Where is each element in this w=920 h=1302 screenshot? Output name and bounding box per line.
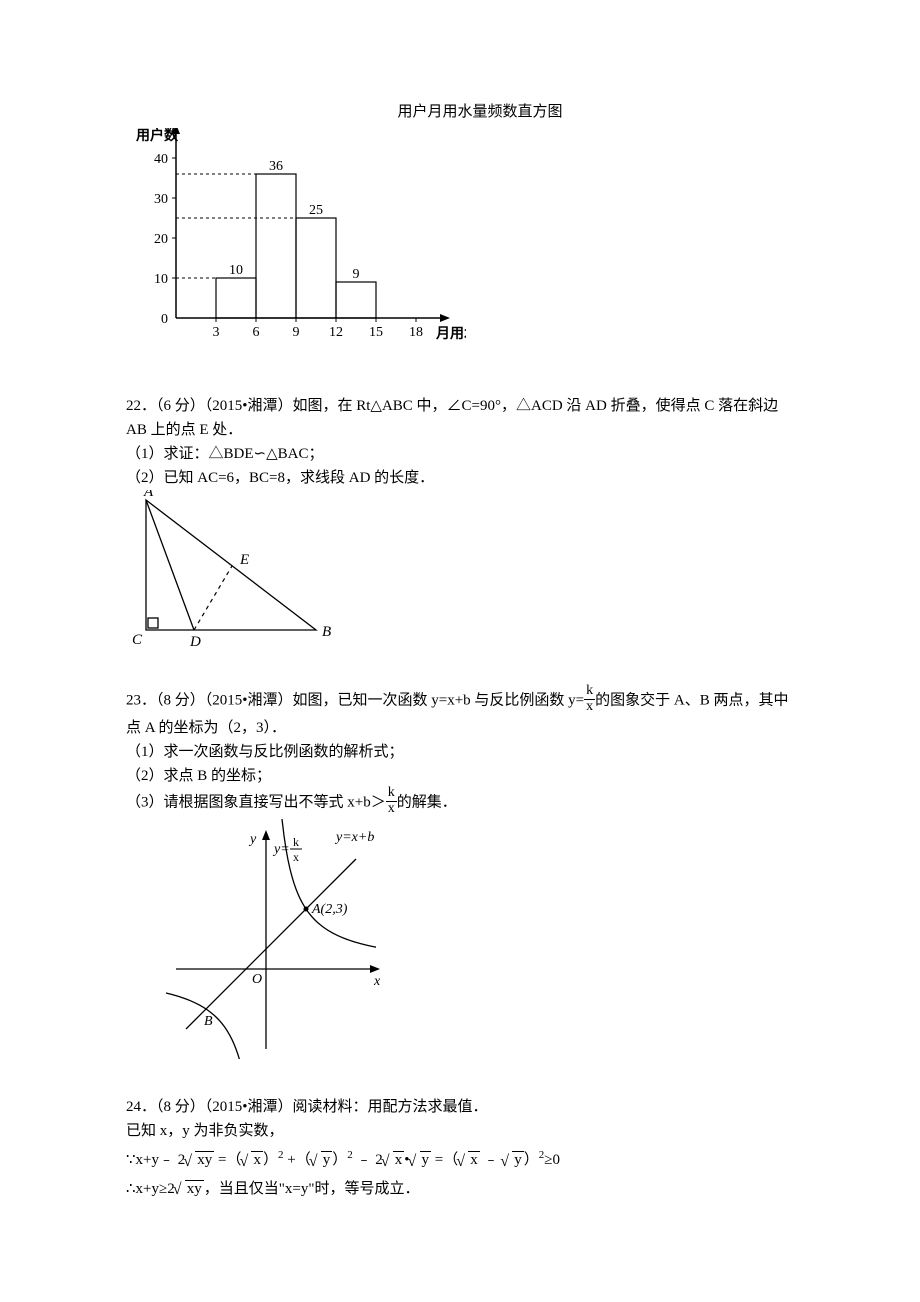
svg-text:10: 10 (229, 263, 243, 278)
svg-text:3: 3 (213, 325, 220, 340)
svg-text:15: 15 (369, 325, 383, 340)
svg-text:E: E (239, 552, 249, 568)
svg-text:30: 30 (154, 192, 168, 207)
svg-text:0: 0 (161, 312, 168, 327)
q22-diagram: A B C D E (126, 490, 336, 650)
svg-text:y=: y= (272, 842, 290, 857)
q23: 23．（8 分）（2015•湘潭）如图，已知一次函数 y=x+b 与反比例函数 … (126, 686, 794, 1059)
svg-text:A: A (143, 490, 154, 500)
svg-text:6: 6 (253, 325, 260, 340)
svg-text:18: 18 (409, 325, 423, 340)
histogram-block: 用户月用水量频数直方图 用户数0102030403691215181036259… (126, 100, 794, 358)
svg-text:20: 20 (154, 232, 168, 247)
q23-line3-pre: （3）请根据图象直接写出不等式 x+b＞ (126, 795, 386, 811)
q22-header: 22．（6 分）（2015•湘潭）如图，在 Rt△ABC 中，∠C=90°，△A… (126, 394, 794, 442)
svg-text:x: x (373, 974, 381, 989)
q23-diagram: A(2,3)BOyxy=x+by=kx (166, 819, 406, 1059)
q24-line1: 已知 x，y 为非负实数， (126, 1119, 794, 1143)
svg-text:y=x+b: y=x+b (334, 830, 374, 845)
svg-text:10: 10 (154, 272, 168, 287)
kx-frac-2: kx (386, 786, 397, 816)
q22: 22．（6 分）（2015•湘潭）如图，在 Rt△ABC 中，∠C=90°，△A… (126, 394, 794, 650)
svg-text:k: k (293, 835, 299, 849)
svg-text:12: 12 (329, 325, 343, 340)
q24: 24．（8 分）（2015•湘潭）阅读材料：用配方法求最值． 已知 x，y 为非… (126, 1095, 794, 1201)
q22-line1: （1）求证：△BDE∽△BAC； (126, 442, 794, 466)
q23-line3-post: 的解集． (397, 795, 457, 811)
kx-frac-1: kx (584, 684, 595, 714)
svg-text:C: C (132, 632, 143, 648)
svg-text:用户数: 用户数 (136, 128, 179, 144)
q23-line3: （3）请根据图象直接写出不等式 x+b＞kx的解集． (126, 788, 794, 818)
svg-text:O: O (252, 972, 262, 987)
svg-text:B: B (204, 1014, 213, 1029)
svg-text:25: 25 (309, 203, 323, 218)
q23-line2: （2）求点 B 的坐标； (126, 764, 794, 788)
svg-text:9: 9 (353, 267, 360, 282)
svg-text:9: 9 (293, 325, 300, 340)
svg-text:D: D (189, 634, 201, 650)
q23-header: 23．（8 分）（2015•湘潭）如图，已知一次函数 y=x+b 与反比例函数 … (126, 686, 794, 740)
svg-text:y: y (248, 832, 257, 847)
svg-text:A(2,3): A(2,3) (311, 902, 348, 917)
svg-text:月用水量/吨: 月用水量/吨 (435, 325, 466, 342)
q23-line1: （1）求一次函数与反比例函数的解析式； (126, 740, 794, 764)
q23-header-pre: 23．（8 分）（2015•湘潭）如图，已知一次函数 y=x+b 与反比例函数 … (126, 693, 584, 709)
histogram-chart: 用户数0102030403691215181036259月用水量/吨 (126, 128, 466, 358)
histogram-title: 用户月用水量频数直方图 (166, 100, 794, 124)
q22-line2: （2）已知 AC=6，BC=8，求线段 AD 的长度． (126, 466, 794, 490)
q24-eq: ∵x+y﹣ 2xy =（x）2 +（y）2 ﹣ 2x•y =（x ﹣ y）2≥0 (126, 1143, 794, 1177)
q24-line3: ∴x+y≥2xy，当且仅当"x=y"时，等号成立． (126, 1177, 794, 1201)
q24-header: 24．（8 分）（2015•湘潭）阅读材料：用配方法求最值． (126, 1095, 794, 1119)
svg-text:B: B (322, 624, 331, 640)
svg-text:40: 40 (154, 152, 168, 167)
svg-text:36: 36 (269, 159, 283, 174)
svg-text:x: x (293, 850, 299, 864)
